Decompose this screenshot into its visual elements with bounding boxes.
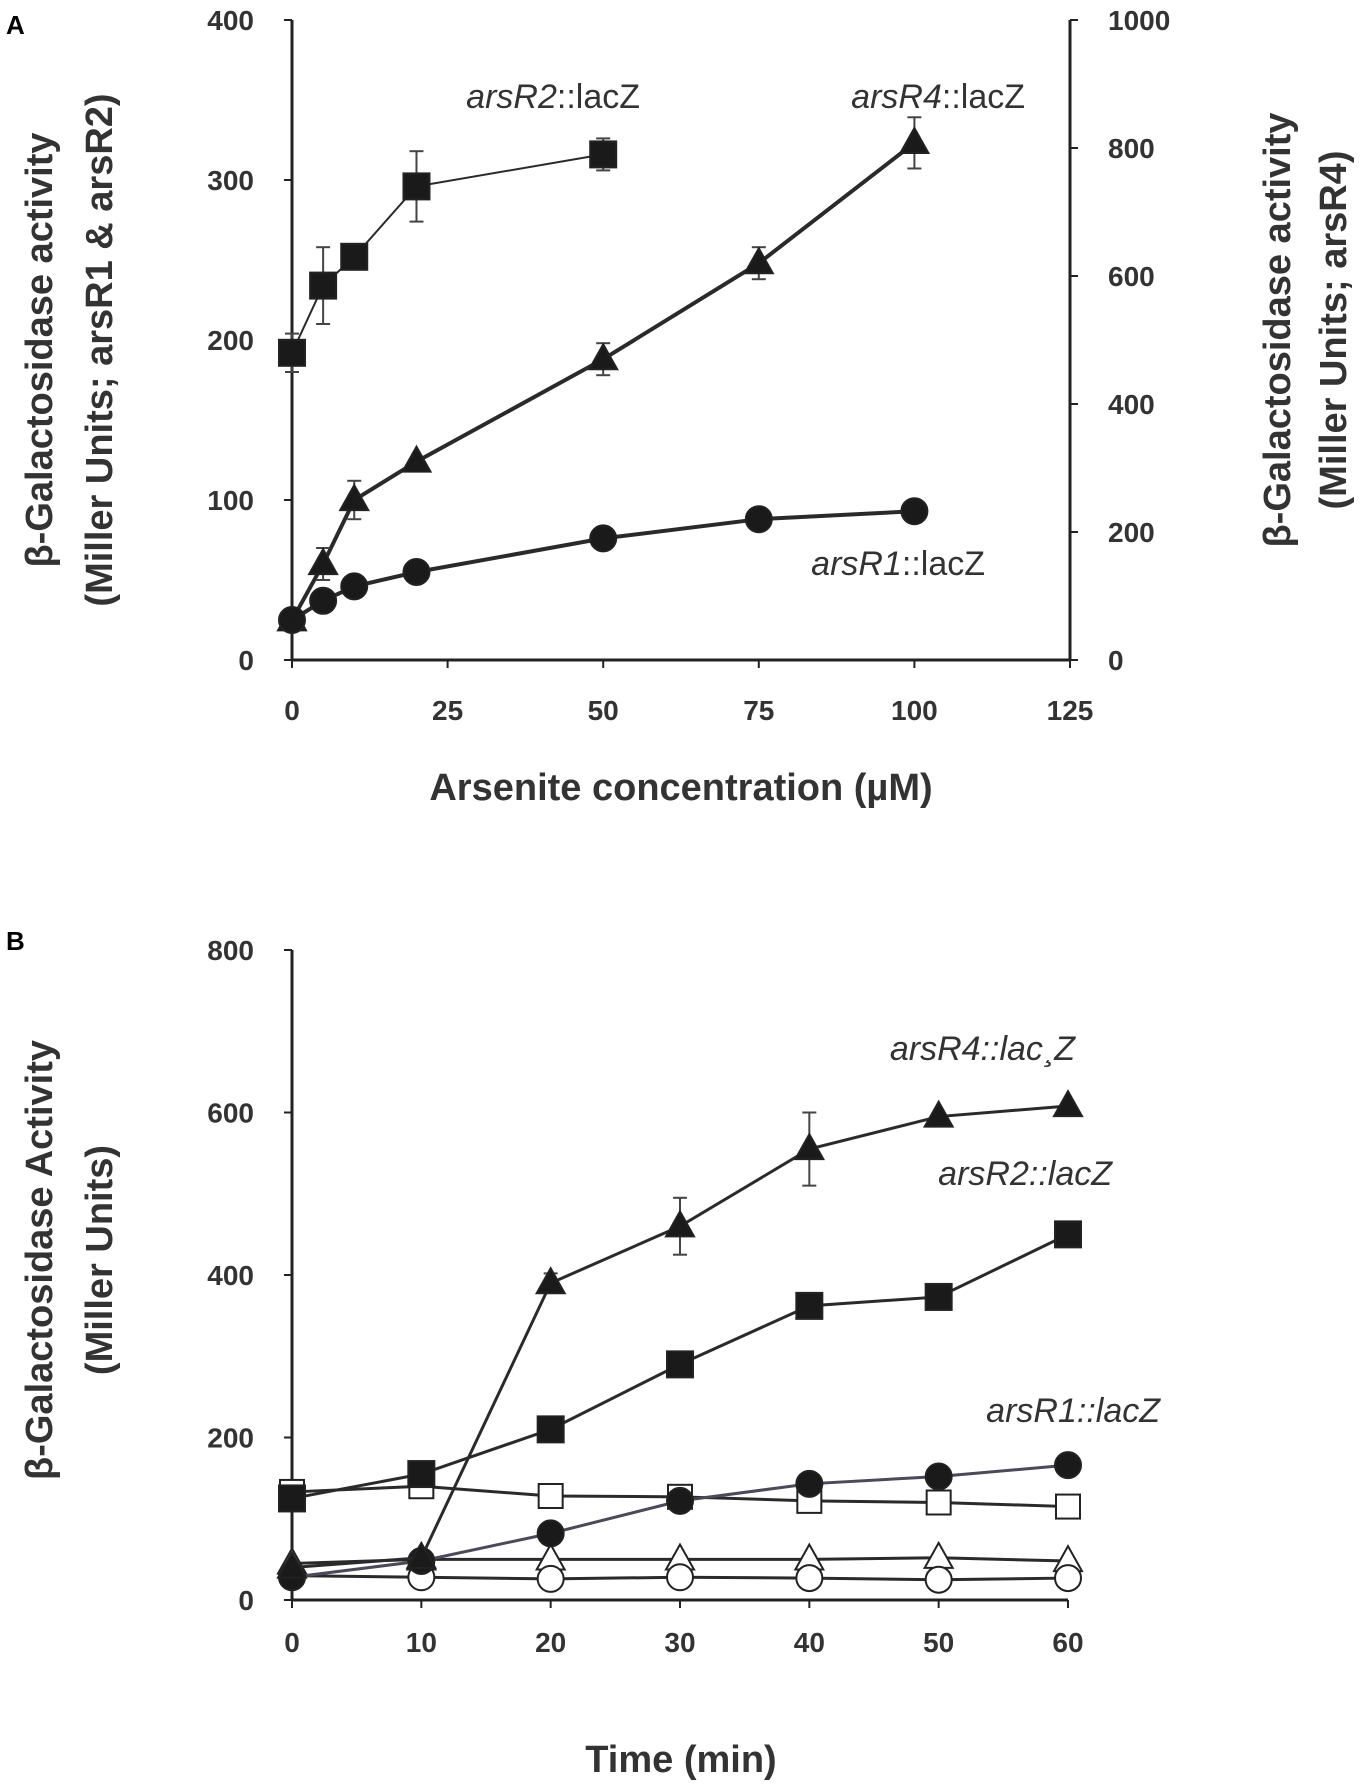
- panel-b-label-arsr4: arsR4::lac¸Z: [890, 1030, 1076, 1068]
- data-point-circle: [924, 1565, 953, 1594]
- x-tick-label: 50: [923, 1627, 954, 1658]
- y-left-tick-label: 0: [238, 645, 254, 676]
- data-point-circle: [589, 524, 618, 553]
- data-point-triangle: [338, 483, 370, 512]
- y-right-tick-label: 0: [1108, 645, 1124, 676]
- x-tick-label: 50: [588, 695, 619, 726]
- panel-a-label-arsr2: arsR2::lacZ: [466, 78, 640, 116]
- data-point-square: [536, 1415, 565, 1444]
- y-right-tick-label: 200: [1108, 517, 1155, 548]
- data-point-square: [278, 1484, 306, 1513]
- data-point-triangle: [664, 1209, 696, 1238]
- data-point-triangle: [898, 125, 931, 154]
- x-tick-label: 20: [535, 1627, 566, 1658]
- y-tick-label: 200: [207, 1423, 254, 1454]
- x-tick-label: 125: [1047, 695, 1094, 726]
- y-right-tick-label: 800: [1108, 133, 1155, 164]
- data-point-square: [407, 1460, 436, 1489]
- panel-a-left-axis-title-line2: (Miller Units; arsR1 & arsR2): [79, 93, 121, 606]
- panel-a-label-arsr4: arsR4::lacZ: [851, 78, 1025, 116]
- data-point-square: [537, 1483, 564, 1509]
- data-point-triangle: [400, 444, 433, 473]
- data-point-triangle: [922, 1540, 955, 1569]
- panel-a-letter: A: [6, 10, 25, 40]
- series-line-0: [291, 153, 604, 354]
- panel-a-right-axis-title-line2: (Miller Units; arsR4): [1313, 151, 1355, 510]
- panel-b-letter: B: [6, 926, 25, 956]
- data-point-square: [309, 271, 338, 300]
- data-point-circle: [1054, 1564, 1082, 1593]
- panel-b-label-arsr2: arsR2::lacZ: [938, 1155, 1113, 1193]
- y-left-tick-label: 300: [207, 165, 254, 196]
- x-tick-label: 40: [794, 1627, 825, 1658]
- data-point-circle: [744, 505, 773, 534]
- y-right-tick-label: 400: [1108, 389, 1155, 420]
- panel-b-plot: [276, 1089, 1084, 1594]
- data-point-circle: [795, 1564, 824, 1593]
- data-point-circle: [666, 1486, 694, 1515]
- data-point-square: [1054, 1220, 1082, 1249]
- x-tick-label: 0: [284, 695, 300, 726]
- panel-a-left-axis-title-line1: β-Galactosidase activity: [19, 132, 61, 567]
- x-tick-label: 100: [891, 695, 938, 726]
- panel-a-plot: [276, 116, 931, 634]
- data-point-triangle: [534, 1266, 567, 1295]
- y-left-tick-label: 200: [207, 325, 254, 356]
- data-point-circle: [900, 497, 929, 526]
- data-point-square: [1055, 1493, 1081, 1520]
- data-point-circle: [924, 1462, 953, 1491]
- x-tick-label: 75: [743, 695, 774, 726]
- data-point-circle: [309, 586, 338, 615]
- x-tick-label: 10: [406, 1627, 437, 1658]
- x-tick-label: 30: [664, 1627, 695, 1658]
- data-point-triangle: [276, 1550, 308, 1579]
- data-point-circle: [402, 558, 431, 586]
- data-point-triangle: [1052, 1089, 1084, 1118]
- data-point-square: [278, 338, 306, 367]
- y-right-tick-label: 600: [1108, 261, 1155, 292]
- data-point-circle: [666, 1563, 694, 1592]
- data-point-triangle: [793, 1132, 826, 1161]
- data-point-circle: [795, 1469, 824, 1498]
- x-tick-label: 0: [284, 1627, 300, 1658]
- data-point-square: [925, 1489, 952, 1516]
- panel-a: A 0 25 50 75 100 125 0 100 200 300 400 0 200 400 600 80…: [6, 5, 1355, 809]
- data-point-circle: [536, 1519, 565, 1548]
- y-right-tick-label: 1000: [1108, 5, 1170, 36]
- y-tick-label: 800: [207, 935, 254, 966]
- data-point-triangle: [405, 1540, 438, 1569]
- y-tick-label: 0: [238, 1585, 254, 1616]
- data-point-circle: [536, 1564, 565, 1593]
- data-point-square: [666, 1350, 694, 1379]
- data-point-triangle: [922, 1099, 955, 1128]
- data-point-square: [402, 172, 431, 201]
- y-tick-label: 400: [207, 1260, 254, 1291]
- x-tick-label: 25: [432, 695, 463, 726]
- panel-b-label-arsr1: arsR1::lacZ: [986, 1392, 1161, 1430]
- y-tick-label: 600: [207, 1098, 254, 1129]
- panel-a-label-arsr1: arsR1::lacZ: [811, 545, 985, 583]
- data-point-circle: [278, 606, 306, 634]
- panel-b-y-axis-title-line1: β-Galactosidase Activity: [19, 1040, 61, 1480]
- data-point-circle: [340, 572, 369, 601]
- data-point-square: [924, 1282, 953, 1311]
- data-point-square: [589, 140, 618, 169]
- data-point-circle: [1054, 1451, 1082, 1480]
- y-left-tick-label: 100: [207, 485, 254, 516]
- panel-a-ticks: 0 25 50 75 100 125 0 100 200 300 400 0 200 400 600 800 1…: [207, 5, 1170, 726]
- panel-a-right-axis-title-line1: β-Galactosidase activity: [1257, 112, 1299, 547]
- panel-b-y-axis-title-line2: (Miller Units): [79, 1145, 121, 1375]
- data-point-square: [340, 242, 369, 271]
- data-point-triangle: [307, 547, 339, 576]
- data-point-square: [795, 1291, 824, 1320]
- x-tick-label: 60: [1052, 1627, 1083, 1658]
- panel-a-x-axis-title: Arsenite concentration (µM): [429, 767, 932, 809]
- data-point-triangle: [743, 246, 775, 275]
- data-point-triangle: [587, 342, 619, 371]
- y-left-tick-label: 400: [207, 5, 254, 36]
- panel-b-x-axis-title: Time (min): [585, 1739, 776, 1781]
